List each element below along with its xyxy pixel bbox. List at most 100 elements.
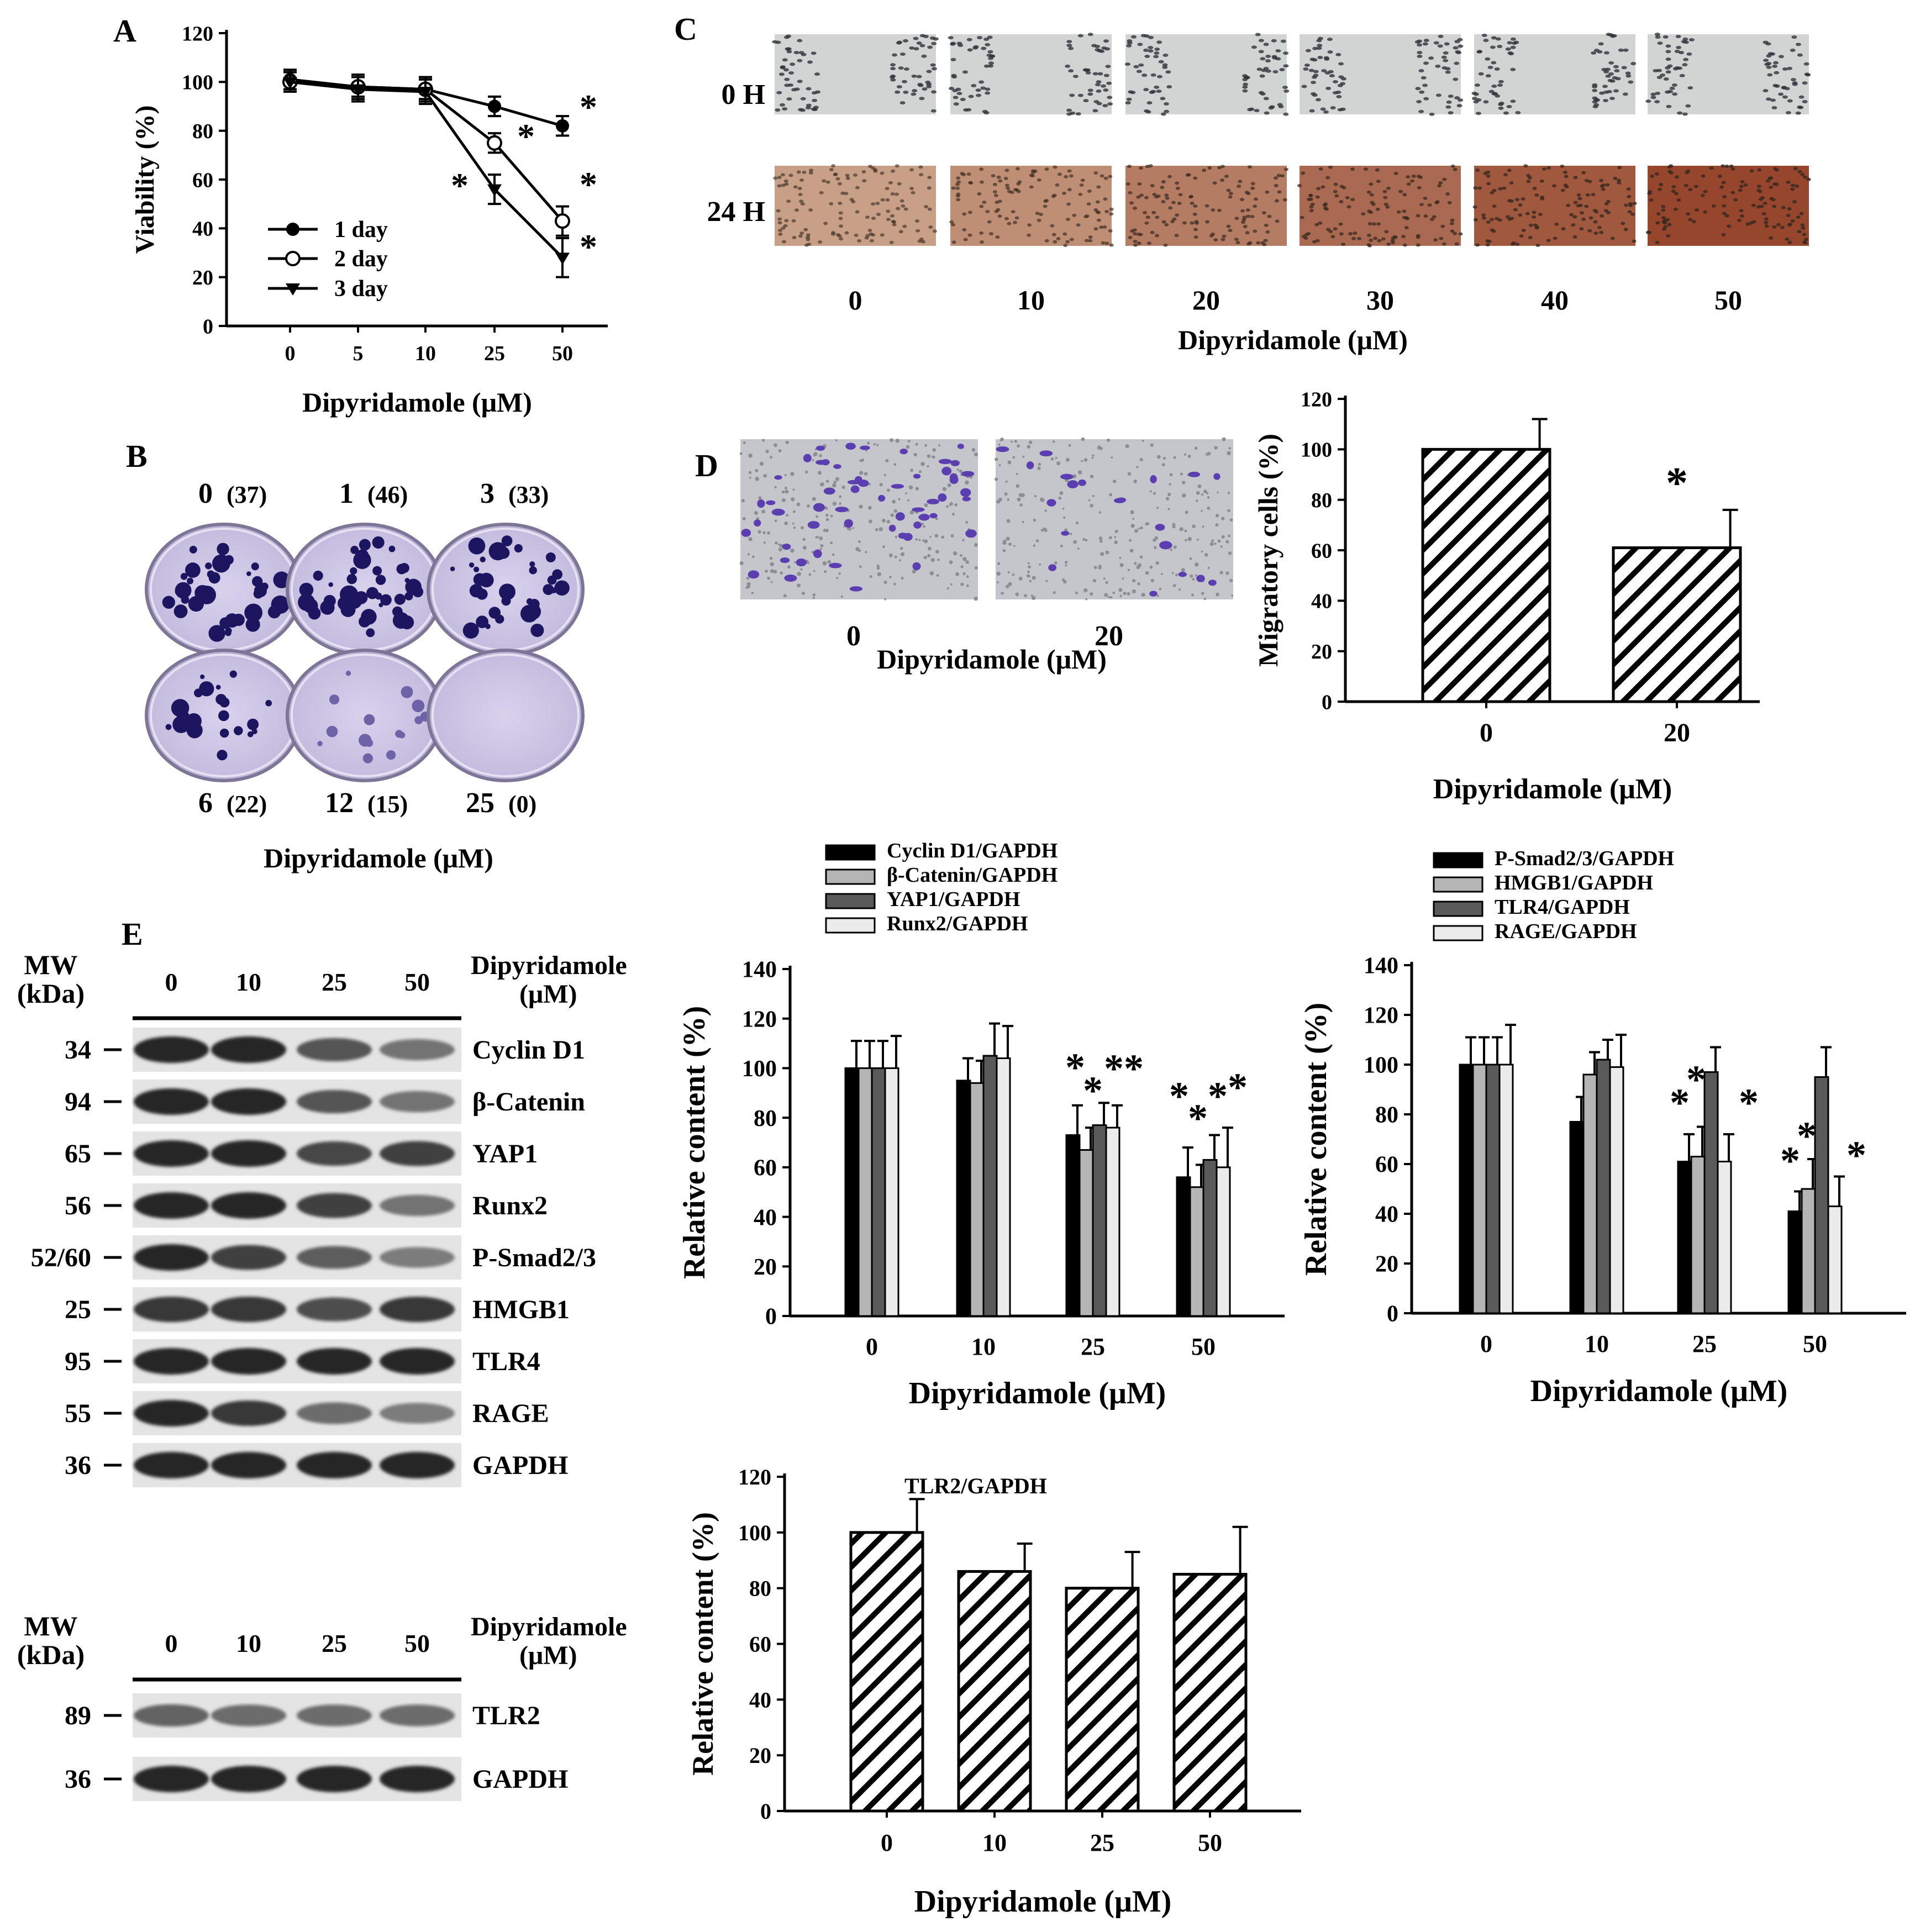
protein-band <box>211 1704 286 1726</box>
stained-cell <box>938 459 952 465</box>
membrane-pore <box>1081 460 1083 462</box>
cell-mark <box>1308 69 1314 72</box>
cell-mark <box>1363 167 1368 171</box>
cell-mark <box>987 50 993 54</box>
cell-mark <box>1623 228 1628 231</box>
y-tick-label: 100 <box>742 1056 777 1082</box>
membrane-pore <box>1073 540 1077 544</box>
membrane-pore <box>1083 588 1088 593</box>
cell-mark <box>1188 195 1193 199</box>
membrane-pore <box>1060 544 1064 548</box>
protein-band <box>297 1348 372 1375</box>
cell-mark <box>1067 188 1072 192</box>
cell-mark <box>784 219 789 223</box>
membrane-pore <box>974 543 978 547</box>
membrane-pore <box>1179 527 1183 531</box>
cell-mark <box>1261 69 1267 72</box>
cell-mark <box>1655 35 1661 39</box>
colony-dot <box>219 697 230 708</box>
cell-mark <box>950 41 956 45</box>
membrane-pore <box>1214 446 1218 450</box>
cell-mark <box>1438 34 1444 38</box>
cell-mark <box>1433 238 1438 242</box>
cell-mark <box>1487 66 1493 70</box>
membrane-pore <box>885 459 889 462</box>
cell-mark <box>781 226 786 230</box>
cell-mark <box>1593 231 1598 235</box>
cell-mark <box>979 180 984 184</box>
cell-mark <box>896 207 901 210</box>
plate-rim <box>432 654 580 777</box>
membrane-pore <box>1106 438 1111 442</box>
membrane-pore <box>1033 518 1037 522</box>
membrane-pore <box>1190 574 1193 578</box>
cell-mark <box>1006 186 1011 190</box>
membrane-pore <box>762 439 765 442</box>
cell-mark <box>1587 180 1592 183</box>
cell-mark <box>1453 77 1459 81</box>
colony-dot <box>219 728 229 738</box>
data-point <box>487 184 502 197</box>
protein-band <box>380 1296 455 1323</box>
cell-mark <box>1534 225 1539 229</box>
cell-mark <box>1626 187 1631 191</box>
membrane-pore <box>1227 509 1230 513</box>
cell-mark <box>1791 35 1797 39</box>
membrane-pore <box>1141 439 1144 442</box>
cell-mark <box>1790 219 1795 223</box>
cell-mark <box>1456 51 1462 55</box>
cell-mark <box>931 90 937 94</box>
cell-mark <box>1628 80 1634 84</box>
cell-mark <box>1454 242 1459 246</box>
membrane-pore <box>802 545 807 550</box>
x-tick-label: 10 <box>982 1829 1007 1856</box>
data-point <box>283 77 297 90</box>
cell-mark <box>1373 236 1378 240</box>
cell-mark <box>1803 175 1808 179</box>
cell-mark <box>980 240 985 244</box>
stained-cell <box>1149 591 1158 597</box>
cell-mark <box>1477 186 1482 190</box>
cell-mark <box>1782 67 1788 71</box>
membrane-pore <box>820 544 824 548</box>
membrane-pore <box>1127 592 1130 596</box>
cell-mark <box>1757 168 1762 172</box>
cell-mark <box>1700 193 1705 197</box>
cell-mark <box>1027 223 1032 227</box>
colony-dot <box>372 566 382 576</box>
cell-mark <box>1240 198 1245 202</box>
cell-mark <box>829 168 834 172</box>
cell-mark <box>1800 172 1805 176</box>
protein-label: β-Catenin <box>472 1087 585 1117</box>
cell-mark <box>911 191 916 194</box>
stained-cell <box>757 499 765 508</box>
cell-mark <box>1441 55 1447 59</box>
cell-mark <box>1665 57 1671 61</box>
wound-image-24h <box>950 166 1112 246</box>
y-tick-label: 80 <box>1311 489 1332 512</box>
membrane-pore <box>955 572 960 576</box>
colony-dot <box>468 537 486 555</box>
cell-mark <box>1274 199 1279 203</box>
membrane-pore <box>908 485 913 489</box>
cell-mark <box>1787 223 1792 227</box>
cell-mark <box>1130 35 1137 39</box>
cell-mark <box>1139 166 1144 170</box>
cell-mark <box>995 201 999 204</box>
membrane-pore <box>950 583 953 586</box>
membrane-pore <box>756 517 759 520</box>
membrane-pore <box>1092 494 1095 497</box>
stained-cell <box>941 466 952 476</box>
cell-mark <box>1283 51 1289 55</box>
protein-label: YAP1 <box>472 1139 538 1168</box>
cell-mark <box>1677 111 1683 115</box>
membrane-pore <box>857 540 861 543</box>
membrane-pore <box>1132 517 1135 520</box>
bar <box>1717 1161 1732 1314</box>
cell-mark <box>844 192 849 196</box>
cell-mark <box>812 98 818 102</box>
membrane-pore <box>1122 577 1124 580</box>
cell-mark <box>925 80 931 84</box>
significance-marker: * <box>1104 1046 1124 1091</box>
